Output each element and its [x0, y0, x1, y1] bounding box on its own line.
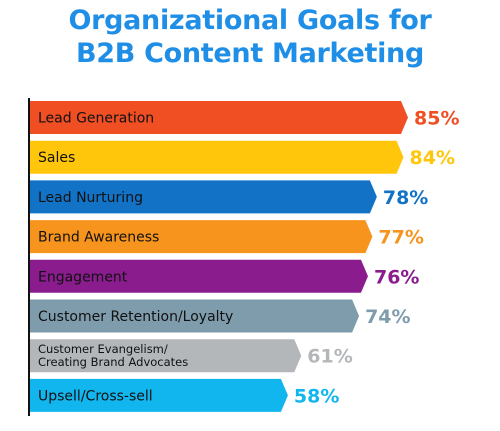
bar-3	[30, 180, 377, 214]
bar-4	[30, 220, 373, 254]
bar-label-3: Lead Nurturing	[38, 190, 143, 206]
value-label-2: 84%	[410, 147, 455, 169]
value-label-7: 61%	[307, 346, 352, 368]
bar-label-1: Lead Generation	[38, 111, 154, 127]
value-label-6: 74%	[365, 306, 410, 328]
bar-label-2: Sales	[38, 150, 75, 166]
bar-2	[30, 140, 404, 174]
bar-1	[30, 101, 408, 134]
value-label-3: 78%	[383, 187, 428, 209]
chart-title: Organizational Goals for B2B Content Mar…	[0, 4, 500, 70]
value-label-1: 85%	[414, 108, 459, 130]
bar-8	[30, 378, 288, 412]
bar-5	[30, 259, 368, 293]
bar-7	[30, 339, 302, 373]
chart-title-line-1: Organizational Goals for	[68, 5, 432, 36]
bar-6	[30, 299, 360, 333]
value-label-8: 58%	[294, 385, 339, 407]
value-label-4: 77%	[378, 227, 423, 249]
bar-label-4: Brand Awareness	[38, 230, 159, 246]
chart-title-line-2: B2B Content Marketing	[75, 38, 425, 69]
bar-label-7: Customer Evangelism/Creating Brand Advoc…	[38, 342, 188, 369]
value-label-5: 76%	[374, 266, 419, 288]
bar-label-6: Customer Retention/Loyalty	[38, 309, 233, 325]
bars-group: Lead Generation 85% Sales 84% Lead Nurturing…	[30, 101, 459, 412]
bar-label-5: Engagement	[38, 269, 128, 285]
bar-label-8: Upsell/Cross-sell	[38, 388, 153, 404]
